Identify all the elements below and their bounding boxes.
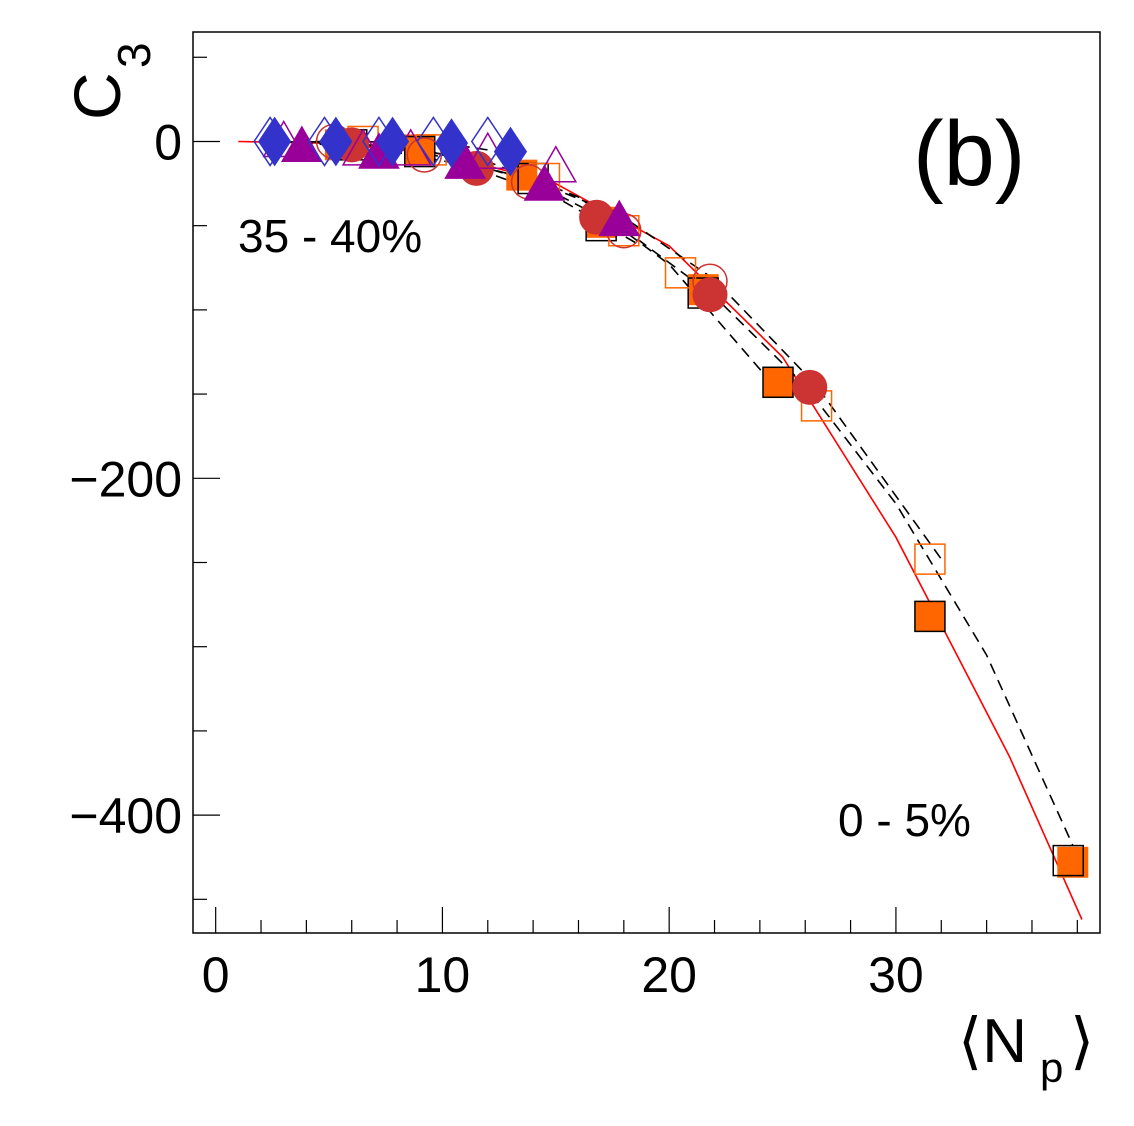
point-circle-filled <box>692 277 728 313</box>
point-diamond-open <box>416 116 451 167</box>
annotation-0-5: 0 - 5% <box>838 794 971 846</box>
x-axis-ticks: 0 10 20 30 <box>202 907 1078 1003</box>
point-square-filled <box>914 600 946 632</box>
point-circle-open <box>406 137 443 173</box>
svg-text:3: 3 <box>108 42 160 68</box>
point-diamond-filled <box>258 116 292 167</box>
point-square-open <box>914 543 946 575</box>
point-triangle-filled <box>598 199 641 237</box>
x-tick-label: 30 <box>868 947 924 1003</box>
y-axis-title: C 3 <box>60 42 160 120</box>
point-circle-filled <box>792 369 828 405</box>
point-diamond-filled <box>319 116 353 167</box>
point-square-open <box>914 600 946 633</box>
data-markers <box>253 116 1089 878</box>
svg-text:C: C <box>60 72 134 120</box>
point-diamond-filled <box>375 116 410 167</box>
y-axis-ticks: 0 −200 −400 <box>69 56 220 900</box>
x-axis-title: ⟨N p ⟩ <box>958 1007 1094 1091</box>
point-diamond-open <box>470 116 505 167</box>
annotation-35-40: 35 - 40% <box>238 210 422 262</box>
point-diamond-open <box>307 116 342 167</box>
point-triangle-filled <box>280 125 323 163</box>
svg-text:p: p <box>1040 1044 1063 1091</box>
point-circle-open <box>692 263 728 299</box>
y-tick-label: 0 <box>154 114 182 170</box>
point-triangle-filled <box>523 164 566 201</box>
plot-frame <box>192 31 1101 934</box>
y-tick-label: −200 <box>69 451 182 507</box>
svg-text:⟨N: ⟨N <box>958 1007 1027 1076</box>
point-diamond-filled <box>434 118 469 169</box>
y-tick-label: −400 <box>69 788 182 844</box>
point-diamond-open <box>253 116 287 167</box>
x-tick-label: 0 <box>202 947 230 1003</box>
panel-label: (b) <box>913 103 1025 205</box>
dashed-fit-curve-2 <box>283 140 942 560</box>
point-square-filled <box>762 366 794 398</box>
x-tick-label: 20 <box>641 947 697 1003</box>
x-tick-label: 10 <box>415 947 471 1003</box>
point-diamond-open <box>362 116 396 167</box>
point-square-open <box>1052 844 1085 877</box>
point-triangle-open <box>534 145 578 183</box>
point-triangle-open <box>341 128 385 166</box>
svg-text:⟩: ⟩ <box>1070 1007 1094 1076</box>
